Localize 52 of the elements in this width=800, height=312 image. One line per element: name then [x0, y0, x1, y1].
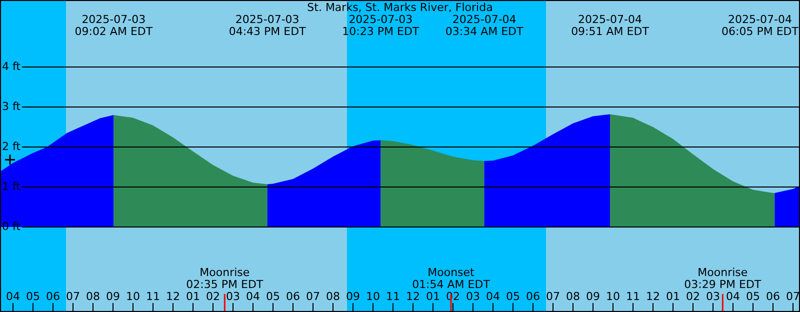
- y-tick-label: 1 ft: [2, 180, 22, 194]
- x-tick-label: 10: [126, 290, 140, 303]
- x-tick-label: 02: [686, 290, 700, 303]
- x-tick-label: 07: [786, 290, 800, 303]
- x-tick-label: 01: [666, 290, 680, 303]
- x-tick-label: 11: [146, 290, 160, 303]
- x-tick-label: 03: [226, 290, 240, 303]
- x-tick-label: 10: [606, 290, 620, 303]
- x-tick-label: 08: [326, 290, 340, 303]
- x-tick-label: 09: [586, 290, 600, 303]
- x-tick-label: 11: [386, 290, 400, 303]
- x-tick-label: 05: [26, 290, 40, 303]
- x2-tick-label: 2025-07-04 03:34 AM EDT: [445, 13, 524, 38]
- x-tick-label: 04: [6, 290, 20, 303]
- y-tick-label: 2 ft: [2, 140, 22, 154]
- y-tick-label: 3 ft: [2, 100, 22, 114]
- x2-tick-label: 2025-07-03 04:43 PM EDT: [228, 13, 306, 38]
- x-tick-label: 06: [766, 290, 780, 303]
- x2-tick-label: 2025-07-03 10:23 PM EDT: [342, 13, 420, 38]
- x-tick-label: 05: [506, 290, 520, 303]
- x-tick-label: 05: [266, 290, 280, 303]
- x-tick-label: 04: [246, 290, 260, 303]
- x2-tick-label: 2025-07-04 09:51 AM EDT: [571, 13, 650, 38]
- x-tick-label: 03: [706, 290, 720, 303]
- x-tick-label: 05: [746, 290, 760, 303]
- x-tick-label: 07: [306, 290, 320, 303]
- x2-tick-label: 2025-07-03 09:02 AM EDT: [74, 13, 153, 38]
- x-tick-label: 12: [166, 290, 180, 303]
- x-tick-label: 09: [346, 290, 360, 303]
- x-tick-label: 11: [626, 290, 640, 303]
- ref-line-label: Moonrise 02:35 PM EDT: [186, 266, 264, 291]
- x-tick-label: 06: [286, 290, 300, 303]
- x-tick-label: 07: [546, 290, 560, 303]
- x-tick-label: 03: [466, 290, 480, 303]
- x-tick-label: 08: [86, 290, 100, 303]
- x-tick-label: 07: [66, 290, 80, 303]
- x-tick-label: 04: [726, 290, 740, 303]
- ref-line-label: Moonset 01:54 AM EDT: [412, 266, 490, 291]
- x-tick-label: 06: [526, 290, 540, 303]
- x-tick-label: 08: [566, 290, 580, 303]
- x-tick-label: 09: [106, 290, 120, 303]
- x-tick-label: 10: [366, 290, 380, 303]
- x-tick-label: 01: [426, 290, 440, 303]
- x-tick-label: 12: [646, 290, 660, 303]
- x-tick-label: 02: [206, 290, 220, 303]
- x-tick-label: 12: [406, 290, 420, 303]
- ref-line-label: Moonrise 03:29 PM EDT: [684, 266, 762, 291]
- x-tick-label: 01: [186, 290, 200, 303]
- x-tick-label: 06: [46, 290, 60, 303]
- x-tick-label: 04: [486, 290, 500, 303]
- y-tick-label: 4 ft: [2, 60, 22, 74]
- annotation: 2025-07-04 06:05 PM EDT: [722, 13, 799, 38]
